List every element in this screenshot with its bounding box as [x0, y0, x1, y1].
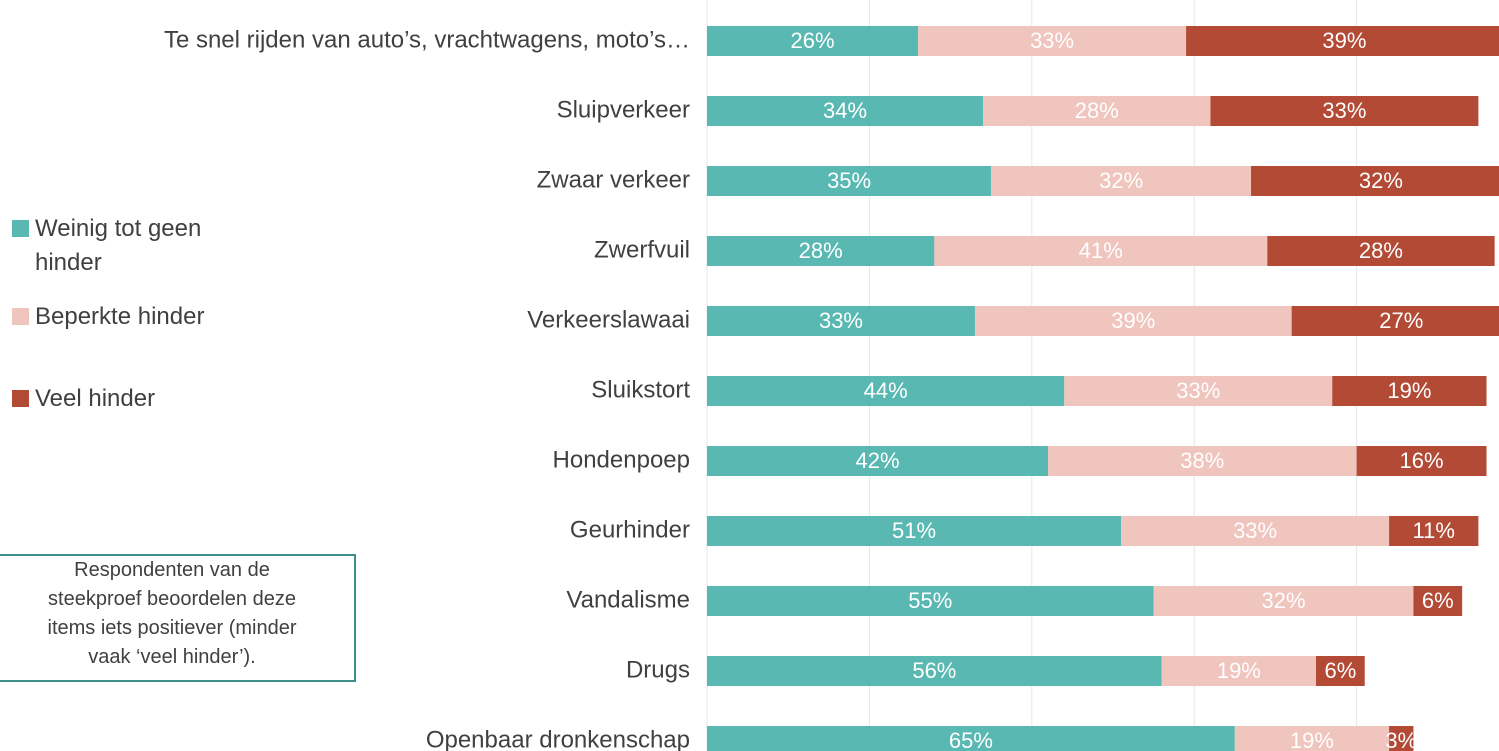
value-label: 44%: [864, 378, 908, 403]
value-label: 3%: [1385, 728, 1417, 751]
value-label: 19%: [1290, 728, 1334, 751]
category-label: Sluipverkeer: [557, 96, 690, 123]
bar-segment: [1251, 166, 1499, 196]
bar-segment: [918, 26, 1187, 56]
annotation-box: Respondenten van de steekproef beoordelen…: [0, 554, 356, 682]
bar-segment: [1161, 656, 1316, 686]
legend-swatch: [12, 390, 29, 407]
annotation-line: steekproef beoordelen deze: [48, 588, 296, 610]
value-label: 28%: [799, 238, 843, 263]
bar-segment: [1389, 516, 1479, 546]
bar-segment: [1048, 446, 1357, 476]
value-label: 51%: [892, 518, 936, 543]
bar-segment: [1064, 376, 1333, 406]
value-label: 19%: [1217, 658, 1261, 683]
legend-label: Beperkte hinder: [35, 303, 205, 330]
bar-segment: [707, 516, 1122, 546]
bar-segment: [934, 236, 1268, 266]
value-label: 16%: [1400, 448, 1444, 473]
category-label: Zwerfvuil: [594, 236, 690, 263]
legend-swatch: [12, 308, 29, 325]
bar-segment: [707, 306, 975, 336]
category-label: Sluikstort: [591, 376, 690, 403]
legend-label: Weinig tot geen hinder: [35, 215, 202, 276]
category-label: Zwaar verkeer: [537, 166, 690, 193]
bar-segment: [707, 656, 1162, 686]
value-label: 33%: [1176, 378, 1220, 403]
value-label: 35%: [827, 168, 871, 193]
value-label: 33%: [819, 308, 863, 333]
value-label: 33%: [1030, 28, 1074, 53]
legend-swatch: [12, 220, 29, 237]
value-label: 11%: [1413, 518, 1455, 543]
bar-segment: [1316, 656, 1365, 686]
category-label: Verkeerslawaai: [527, 306, 690, 333]
bar-segment: [707, 376, 1065, 406]
value-label: 55%: [908, 588, 952, 613]
bar-segment: [707, 446, 1049, 476]
value-label: 39%: [1322, 28, 1366, 53]
bar-segment: [1186, 26, 1499, 56]
bar-segment: [1267, 236, 1495, 266]
value-label: 65%: [949, 728, 993, 751]
value-label: 56%: [912, 658, 956, 683]
bar-segment: [1234, 726, 1390, 751]
value-label: 6%: [1324, 658, 1356, 683]
value-label: 42%: [855, 448, 899, 473]
category-label: Openbaar dronkenschap: [426, 726, 690, 751]
bar-segment: [707, 96, 984, 126]
value-label: 26%: [791, 28, 835, 53]
value-label: 19%: [1387, 378, 1431, 403]
bar-segment: [1121, 516, 1390, 546]
category-label: Te snel rijden van auto’s, vrachtwagens,…: [164, 26, 690, 53]
category-label: Geurhinder: [570, 516, 690, 543]
value-label: 41%: [1079, 238, 1123, 263]
value-label: 28%: [1075, 98, 1119, 123]
bar-segment: [1356, 446, 1487, 476]
bar-segment: [991, 166, 1252, 196]
bar-segment: [707, 26, 919, 56]
bar-segment: [974, 306, 1292, 336]
bar-segment: [1153, 586, 1414, 616]
bar-segment: [1389, 726, 1414, 751]
bar-segment: [1413, 586, 1463, 616]
bar-segment: [983, 96, 1211, 126]
bar-segment: [707, 236, 935, 266]
value-label: 38%: [1180, 448, 1224, 473]
category-label: Drugs: [626, 656, 690, 683]
bar-segment: [1332, 376, 1487, 406]
annotation-line: items iets positiever (minder: [47, 617, 297, 639]
annotation-line: vaak ‘veel hinder’).: [88, 646, 256, 668]
bar-segment: [707, 166, 992, 196]
value-label: 28%: [1359, 238, 1403, 263]
value-label: 33%: [1233, 518, 1277, 543]
category-label: Vandalisme: [566, 586, 690, 613]
category-label: Hondenpoep: [553, 446, 690, 473]
bar-segment: [707, 586, 1154, 616]
value-label: 32%: [1099, 168, 1143, 193]
bar-segment: [1291, 306, 1499, 336]
value-label: 34%: [823, 98, 867, 123]
value-label: 27%: [1379, 308, 1423, 333]
value-label: 6%: [1422, 588, 1454, 613]
value-label: 32%: [1359, 168, 1403, 193]
value-label: 32%: [1261, 588, 1305, 613]
value-label: 33%: [1322, 98, 1366, 123]
annotation-line: Respondenten van de: [74, 559, 270, 581]
legend-label: Veel hinder: [35, 385, 156, 412]
bar-segment: [1210, 96, 1479, 126]
bar-segment: [707, 726, 1235, 751]
value-label: 39%: [1111, 308, 1155, 333]
